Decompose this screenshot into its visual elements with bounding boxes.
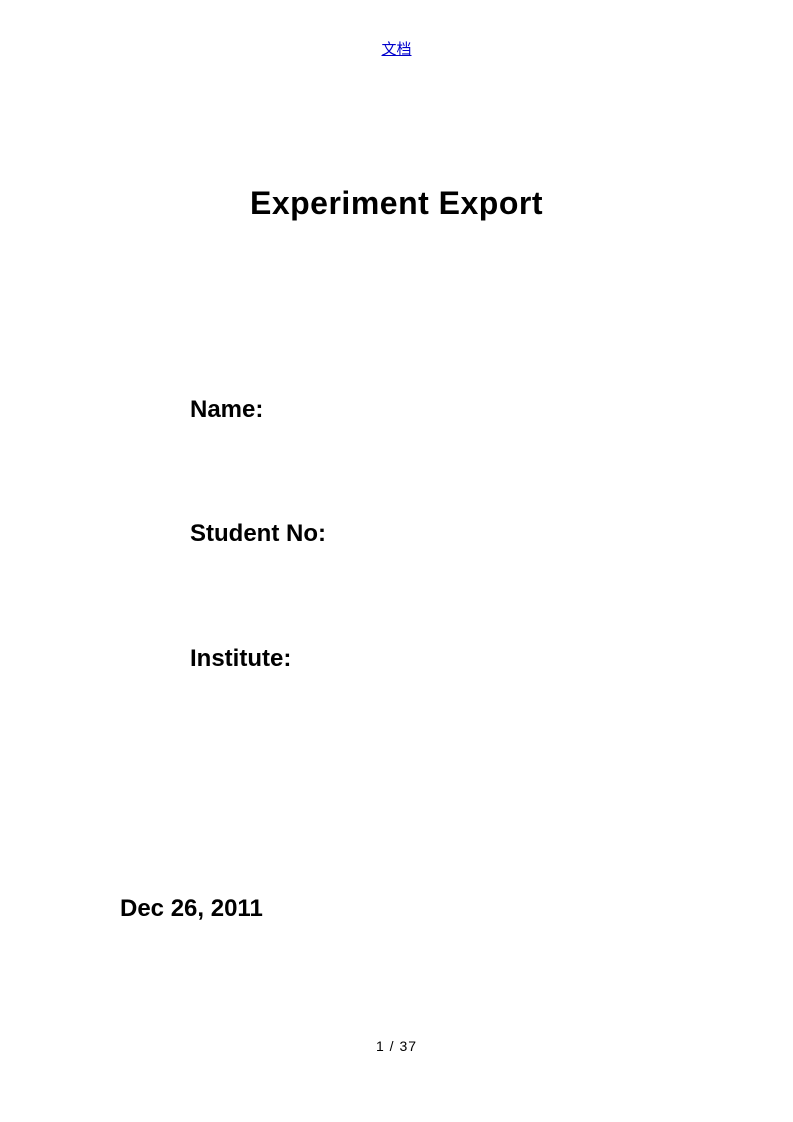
name-label: Name: <box>190 396 263 424</box>
page-number: 1 / 37 <box>0 1038 793 1054</box>
page-title: Experiment Export <box>0 185 793 222</box>
header-document-link[interactable]: 文档 <box>0 38 793 59</box>
student-no-label: Student No: <box>190 520 326 548</box>
date-text: Dec 26, 2011 <box>120 895 263 923</box>
institute-label: Institute: <box>190 645 291 673</box>
